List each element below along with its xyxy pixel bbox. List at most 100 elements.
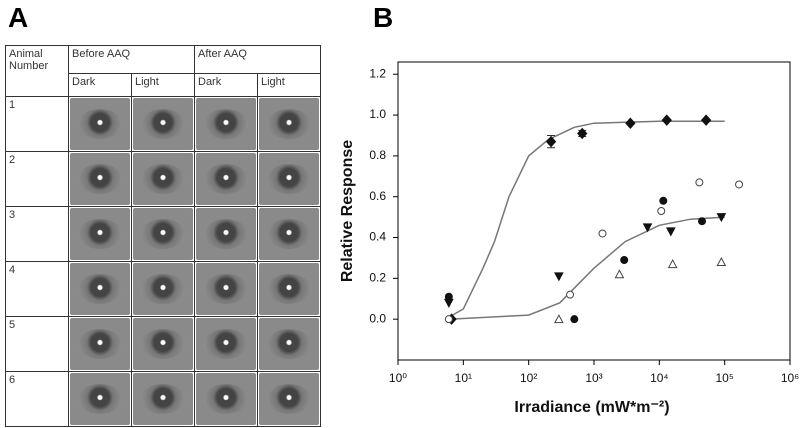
eye-photo <box>259 98 319 150</box>
eye-photo <box>70 263 130 315</box>
eye-photo <box>133 98 193 150</box>
eye <box>141 164 185 194</box>
eye-photo <box>196 153 256 205</box>
y-tick-label: 1.0 <box>369 107 386 121</box>
photo-cell <box>68 371 132 427</box>
y-tick-label: 0.4 <box>369 230 386 244</box>
x-tick-label: 10¹ <box>455 371 472 385</box>
eye-photo <box>259 208 319 260</box>
header-cell: Before AAQ <box>68 45 195 74</box>
eye-photo <box>133 373 193 425</box>
eye-photo <box>133 208 193 260</box>
y-tick-label: 1.2 <box>369 66 386 80</box>
eye-photo <box>259 373 319 425</box>
point <box>700 114 712 126</box>
eye-photo <box>196 208 256 260</box>
panel-label: B <box>373 2 394 33</box>
point <box>667 259 678 269</box>
eye-photo <box>70 318 130 370</box>
photo-cell <box>257 316 321 372</box>
eye-photo <box>196 318 256 370</box>
subheader-cell: Light <box>257 73 321 97</box>
eye-photo <box>259 153 319 205</box>
eye <box>267 109 311 139</box>
y-tick-label: 0.6 <box>369 189 386 203</box>
eye <box>204 109 248 139</box>
panel-label: A <box>8 2 29 33</box>
point <box>598 229 607 238</box>
photo-cell <box>68 206 132 262</box>
point <box>554 272 564 282</box>
point <box>614 269 625 279</box>
eye <box>141 329 185 359</box>
y-tick-label: 0.0 <box>369 311 386 325</box>
eye <box>141 109 185 139</box>
eye <box>78 329 122 359</box>
x-tick-label: 10⁶ <box>781 371 799 385</box>
point <box>625 117 636 129</box>
fit-curve <box>448 216 725 320</box>
point <box>695 178 704 187</box>
point <box>554 314 564 324</box>
subheader-cell: Dark <box>194 73 258 97</box>
eye <box>78 109 122 139</box>
eye-photo <box>196 98 256 150</box>
eye <box>78 274 122 304</box>
point <box>657 207 666 215</box>
point <box>444 315 453 324</box>
plot-frame <box>397 61 791 361</box>
photo-cell <box>131 151 195 207</box>
photo-cell <box>194 206 258 262</box>
point <box>659 196 668 205</box>
point <box>620 255 629 264</box>
eye-photo <box>70 153 130 205</box>
photo-cell <box>68 316 132 372</box>
eye <box>141 219 185 249</box>
x-axis-label: Irradiance (mW*m⁻²) <box>514 399 669 416</box>
photo-cell <box>131 261 195 317</box>
point <box>545 135 557 148</box>
eye-photo <box>133 263 193 315</box>
point <box>570 315 579 324</box>
eye <box>204 219 248 249</box>
eye <box>267 329 311 359</box>
photo-cell <box>68 96 132 152</box>
point <box>666 227 676 237</box>
eye-photo <box>196 263 256 315</box>
y-tick-label: 0.2 <box>369 271 386 285</box>
subheader-cell: Dark <box>68 73 132 97</box>
point <box>735 180 744 189</box>
subheader-cell: Light <box>131 73 195 97</box>
point <box>577 127 588 140</box>
photo-cell <box>257 371 321 427</box>
eye-photo <box>70 98 130 150</box>
photo-cell <box>257 151 321 207</box>
eye <box>78 384 122 414</box>
point <box>566 290 575 299</box>
eye <box>267 219 311 249</box>
eye-photo <box>70 373 130 425</box>
photo-cell <box>257 261 321 317</box>
eye <box>204 274 248 304</box>
photo-cell <box>194 261 258 317</box>
point <box>716 256 727 267</box>
x-tick-label: 10² <box>520 371 537 385</box>
x-tick-label: 10⁴ <box>650 371 669 385</box>
y-axis-label: Relative Response <box>339 140 356 282</box>
photo-cell <box>194 96 258 152</box>
photo-cell <box>68 151 132 207</box>
eye-photo <box>259 263 319 315</box>
fit-curve <box>448 120 725 318</box>
point <box>698 217 707 226</box>
photo-cell <box>68 261 132 317</box>
eye-photo <box>133 318 193 370</box>
photo-cell <box>131 96 195 152</box>
photo-cell <box>131 206 195 262</box>
eye <box>267 384 311 414</box>
x-tick-label: 10³ <box>585 371 602 385</box>
eye-table: Animal Number Before AAQ After AAQ Dark … <box>5 45 321 427</box>
y-tick-label: 0.8 <box>369 148 386 162</box>
eye <box>267 274 311 304</box>
